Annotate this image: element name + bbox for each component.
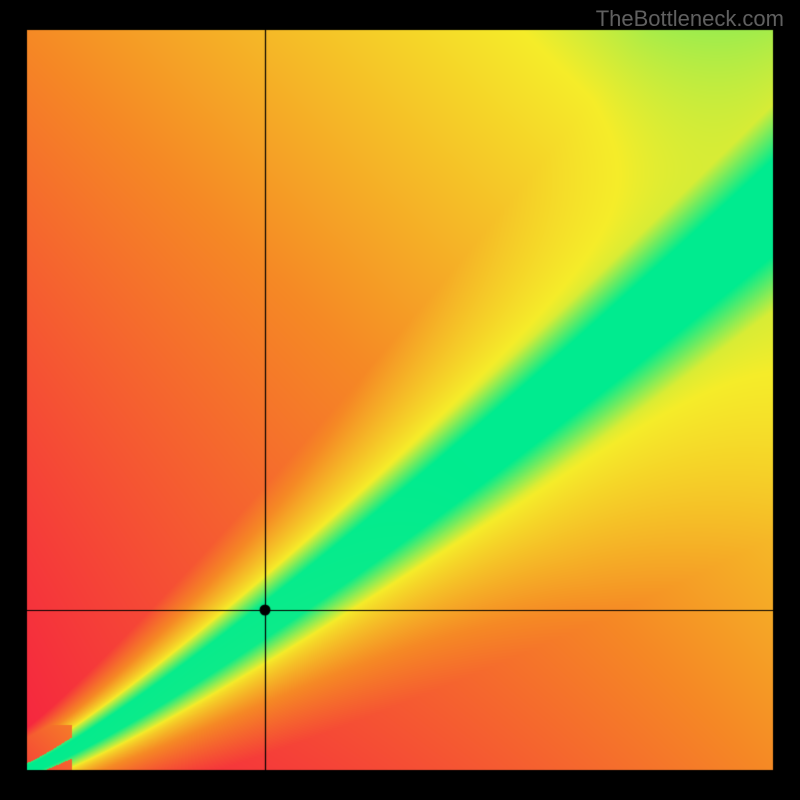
- watermark-text: TheBottleneck.com: [596, 6, 784, 32]
- chart-container: TheBottleneck.com: [0, 0, 800, 800]
- heatmap-canvas: [0, 0, 800, 800]
